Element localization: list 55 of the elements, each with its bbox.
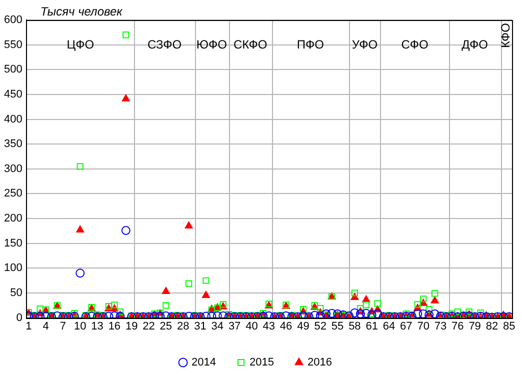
y-tick-label: 350	[4, 138, 22, 150]
annotation: СКФО	[233, 37, 268, 52]
x-tick-label: 4	[42, 320, 49, 332]
y-tick-label: 550	[4, 38, 22, 51]
y-tick-label: 600	[4, 14, 22, 26]
annotation: КФО	[498, 23, 513, 48]
x-tick-label: 85	[503, 320, 516, 332]
x-tick-label: 70	[417, 320, 430, 332]
y-tick-label: 100	[4, 262, 22, 274]
x-tick-label: 43	[262, 320, 276, 332]
x-tick-label: 34	[211, 320, 224, 332]
x-tick-label: 79	[468, 320, 481, 332]
x-tick-label: 82	[486, 320, 498, 332]
y-tick-label: 450	[4, 88, 22, 100]
x-tick-label: 25	[160, 320, 172, 332]
y-tick-label: 250	[4, 188, 22, 200]
annotation: ПФО	[296, 37, 324, 52]
x-tick-label: 76	[452, 320, 464, 332]
annotation: ЮФО	[196, 37, 227, 52]
x-tick-label: 64	[382, 320, 396, 332]
y-axis-title: Тысяч человек	[40, 4, 124, 18]
x-tick-label: 7	[60, 320, 66, 332]
y-tick-label: 200	[4, 212, 22, 225]
x-tick-label: 19	[125, 320, 138, 332]
x-tick-label: 40	[246, 320, 258, 332]
annotation: СЗФО	[147, 37, 182, 52]
legend-label: 2016	[307, 356, 332, 369]
x-tick-label: 58	[348, 320, 361, 332]
x-tick-label: 55	[331, 320, 344, 332]
annotation: СФО	[401, 37, 428, 52]
x-tick-label: 28	[176, 320, 190, 332]
y-tick-label: 150	[4, 237, 22, 250]
x-tick-label: 52	[314, 320, 326, 332]
x-tick-label: 1	[26, 320, 32, 332]
legend-label: 2015	[250, 356, 274, 369]
x-tick-label: 67	[400, 320, 412, 332]
y-tick-label: 0	[16, 312, 22, 324]
x-tick-label: 61	[366, 320, 378, 332]
x-tick-label: 13	[91, 320, 104, 332]
x-tick-label: 46	[280, 320, 292, 332]
x-tick-label: 37	[228, 320, 241, 332]
legend-label: 2014	[192, 356, 216, 369]
annotation: ЦФО	[66, 37, 94, 52]
x-tick-label: 16	[108, 320, 121, 332]
x-tick-label: 10	[74, 320, 86, 332]
y-tick-label: 500	[4, 64, 22, 76]
y-tick-label: 50	[10, 287, 22, 300]
y-tick-label: 400	[4, 113, 22, 126]
y-tick-label: 300	[4, 162, 22, 175]
x-tick-label: 73	[434, 320, 447, 332]
annotation: УФО	[352, 37, 378, 52]
x-tick-label: 31	[194, 320, 206, 332]
x-tick-label: 22	[142, 320, 155, 332]
annotation: ДФО	[462, 37, 488, 52]
x-tick-label: 49	[297, 320, 310, 332]
